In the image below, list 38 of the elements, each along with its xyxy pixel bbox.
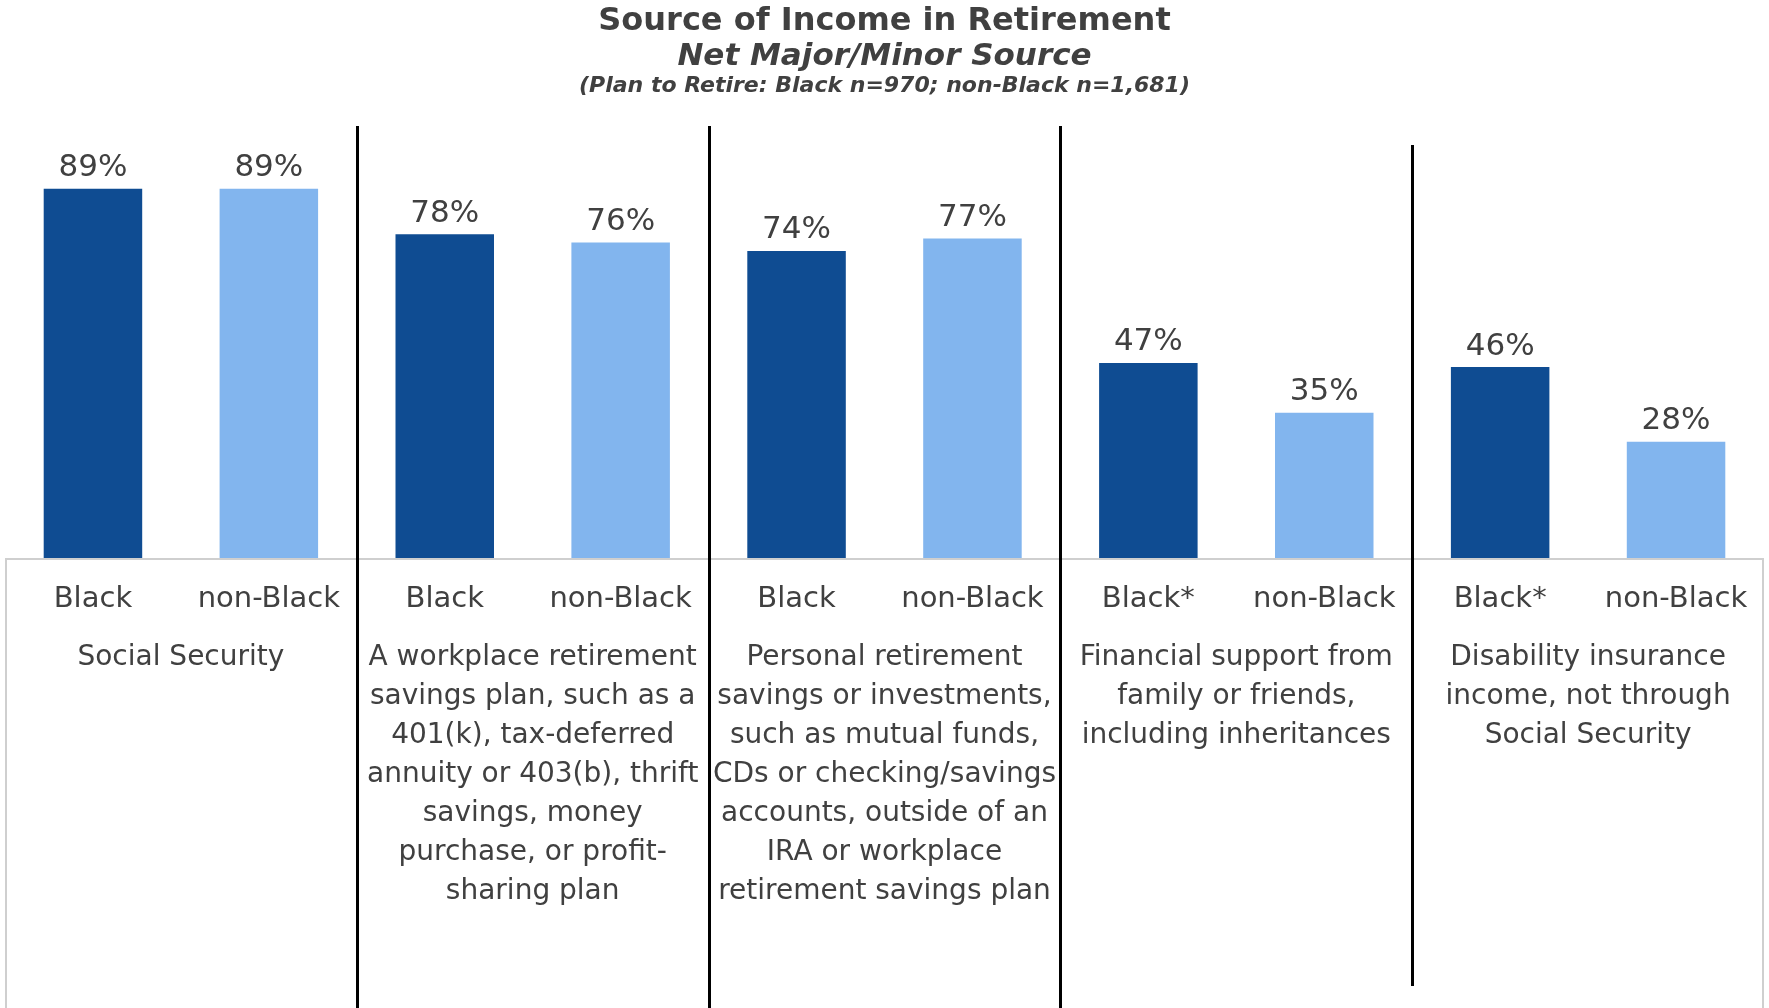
x-tick-label: non-Black xyxy=(549,579,693,614)
data-label: 46% xyxy=(1465,325,1535,362)
data-label: 77% xyxy=(938,196,1007,233)
x-tick-label: non-Black xyxy=(901,579,1044,614)
text: Disability insurance income, not through Social Security xyxy=(1444,638,1732,752)
data-label: 35% xyxy=(1289,371,1359,408)
bar xyxy=(747,250,846,558)
bar xyxy=(43,188,143,558)
text: Financial support from family or friends, including inheritances xyxy=(1078,638,1394,752)
bar xyxy=(571,242,670,558)
x-tick-label: Black* xyxy=(1101,579,1195,614)
x-tick-label: Black xyxy=(405,579,485,614)
x-tick-label: Black xyxy=(757,579,836,614)
bar xyxy=(1099,362,1198,558)
data-label: 89% xyxy=(58,147,128,184)
chart-title: Source of Income in Retirement xyxy=(597,0,1172,38)
text: (Plan to Retire: Black n=970; non-Black n=1,681) xyxy=(578,72,1191,97)
x-tick-label: non-Black xyxy=(1253,579,1396,614)
data-label: 78% xyxy=(410,192,480,229)
bar xyxy=(1450,367,1550,558)
x-tick-label: non-Black xyxy=(197,579,341,614)
data-label: 89% xyxy=(234,147,304,184)
x-tick-label: non-Black xyxy=(1604,579,1748,614)
bar xyxy=(219,188,319,558)
data-label: 28% xyxy=(1641,400,1711,437)
x-tick-label: Black* xyxy=(1453,579,1547,614)
data-label: 74% xyxy=(762,209,831,246)
x-tick-label: Black xyxy=(53,579,133,614)
bar xyxy=(395,234,494,558)
data-label: 76% xyxy=(586,201,656,238)
chart-subtitle: Net Major/Minor Source xyxy=(676,36,1093,72)
data-label: 47% xyxy=(1113,321,1183,358)
text: Personal retirement savings or investments, such as mutual funds, CDs or checking/savings accounts, outside of an IRA or workplace retirement savings plan xyxy=(711,638,1057,908)
bar xyxy=(923,238,1022,558)
text: Social Security xyxy=(76,638,286,674)
bar xyxy=(1626,441,1726,558)
text: A workplace retirement savings plan, such as a 401(k), tax-deferred annuity or 403(b), thrift savings, money purchase, or profit-sharing plan xyxy=(366,638,700,908)
bar xyxy=(1275,412,1374,558)
